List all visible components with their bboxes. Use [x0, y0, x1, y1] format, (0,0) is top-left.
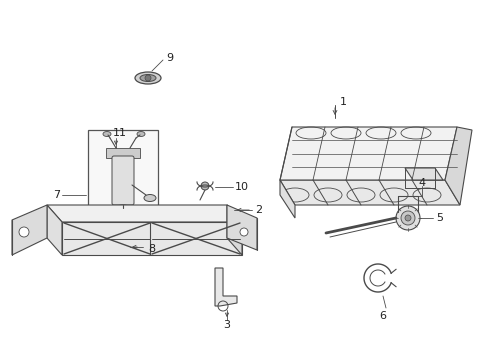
Text: 4: 4 — [418, 178, 425, 188]
Ellipse shape — [135, 72, 161, 84]
Polygon shape — [405, 168, 443, 180]
Polygon shape — [106, 148, 140, 158]
Text: 11: 11 — [113, 128, 127, 138]
FancyBboxPatch shape — [112, 156, 134, 205]
Polygon shape — [62, 222, 242, 255]
Text: 7: 7 — [53, 190, 60, 200]
Ellipse shape — [137, 131, 145, 136]
Polygon shape — [47, 205, 242, 222]
Text: 1: 1 — [340, 97, 347, 107]
Polygon shape — [280, 127, 457, 180]
Polygon shape — [280, 180, 460, 205]
Circle shape — [401, 211, 415, 225]
Polygon shape — [445, 127, 472, 205]
Circle shape — [240, 228, 248, 236]
Text: 2: 2 — [255, 205, 262, 215]
Text: 8: 8 — [148, 244, 155, 254]
Polygon shape — [280, 180, 295, 218]
Text: 3: 3 — [223, 320, 230, 330]
Circle shape — [396, 206, 420, 230]
Circle shape — [405, 215, 411, 221]
Ellipse shape — [111, 244, 125, 250]
Ellipse shape — [103, 131, 111, 136]
Text: 5: 5 — [436, 213, 443, 223]
Ellipse shape — [140, 75, 156, 81]
Circle shape — [201, 182, 209, 190]
Text: 9: 9 — [166, 53, 173, 63]
Circle shape — [19, 227, 29, 237]
Ellipse shape — [144, 194, 156, 202]
Polygon shape — [47, 205, 62, 255]
Polygon shape — [227, 205, 257, 250]
Text: 6: 6 — [379, 311, 387, 321]
Circle shape — [145, 75, 151, 81]
Text: 10: 10 — [235, 182, 249, 192]
Polygon shape — [227, 205, 242, 255]
FancyBboxPatch shape — [88, 130, 158, 235]
Ellipse shape — [107, 242, 129, 252]
Ellipse shape — [113, 205, 133, 215]
Polygon shape — [12, 205, 47, 255]
Polygon shape — [215, 268, 237, 306]
